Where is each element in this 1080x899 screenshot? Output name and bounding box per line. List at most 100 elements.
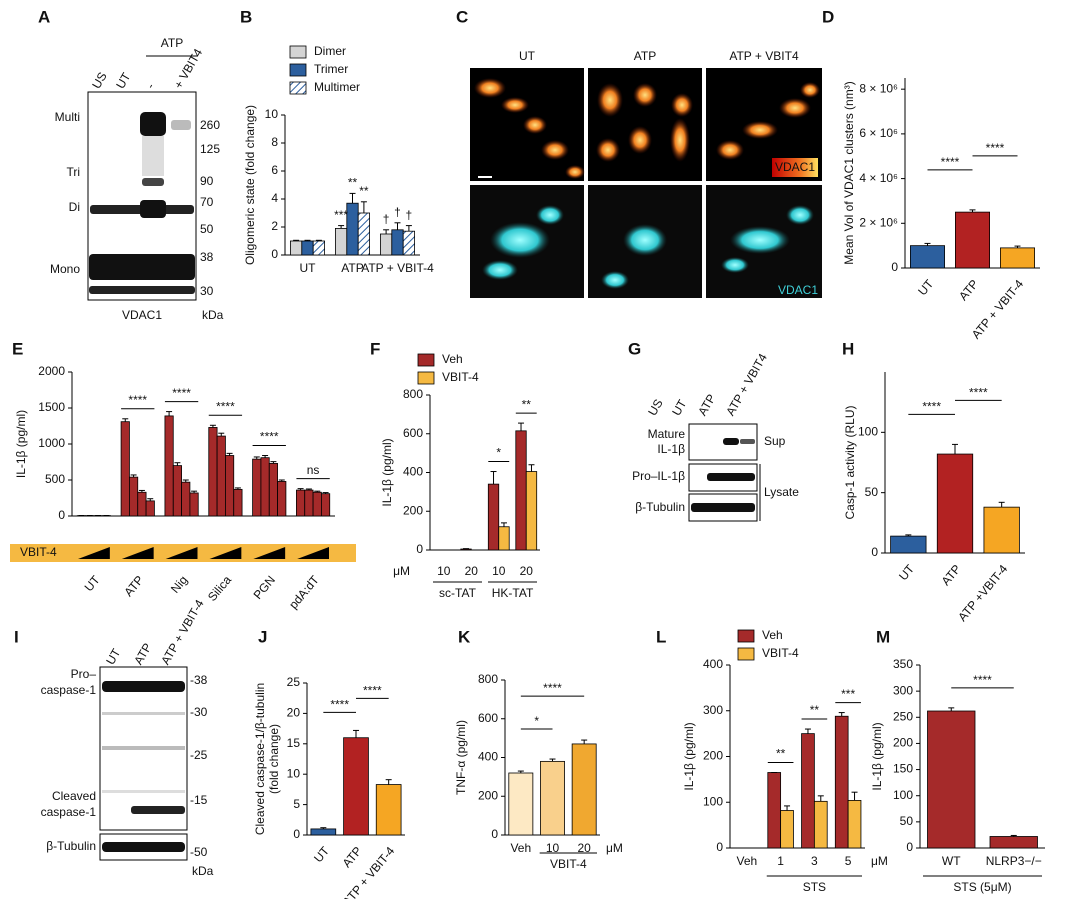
row-label: caspase-1 <box>41 683 97 697</box>
marker: 125 <box>200 142 220 156</box>
bar <box>208 427 218 517</box>
band <box>131 806 185 814</box>
panel-label: G <box>628 339 641 358</box>
significance: ** <box>348 176 358 190</box>
bar <box>989 836 1038 849</box>
y-axis-label: IL-1β (pg/ml) <box>380 438 394 506</box>
band <box>102 746 185 750</box>
y-axis-label: IL-1β (pg/ml) <box>14 410 28 478</box>
y-tick-label: 5 <box>293 797 300 811</box>
x-tick-label: 10 <box>546 841 560 855</box>
y-tick-label: 0 <box>58 508 65 522</box>
band <box>140 112 166 136</box>
bar <box>767 772 782 849</box>
panel-label: J <box>258 627 267 646</box>
dose-triangle <box>209 547 242 559</box>
signal <box>482 205 814 289</box>
column-label: ATP <box>634 49 656 63</box>
bar <box>402 230 416 256</box>
bar <box>927 710 976 849</box>
x-tick-label: Veh <box>737 854 758 868</box>
x-tick-label: Nig <box>168 573 190 596</box>
x-tick-label: 10 <box>437 564 451 578</box>
y-tick-label: 6 <box>271 163 278 177</box>
unit-label: μM <box>871 854 888 868</box>
y-tick-label: 15 <box>287 736 301 750</box>
y-axis-label: Oligomeric state (fold change) <box>243 105 257 265</box>
fraction-label: Sup <box>764 434 786 448</box>
band <box>740 439 755 444</box>
bar <box>304 489 314 517</box>
bar <box>515 430 527 551</box>
lane-label: UT <box>103 646 123 667</box>
significance: ** <box>359 184 369 198</box>
bar <box>312 240 326 256</box>
group-label: sc-TAT <box>439 586 477 600</box>
bar <box>181 481 191 517</box>
row-label: Pro– <box>71 667 97 681</box>
bar <box>277 481 287 517</box>
lane-label: + VBIT4 <box>171 46 205 91</box>
lane-label: UT <box>669 397 689 418</box>
significance: ** <box>810 703 820 717</box>
bar <box>346 202 359 256</box>
smear <box>142 136 164 176</box>
y-tick-label: 2 <box>271 219 278 233</box>
y-tick-label: 300 <box>703 703 723 717</box>
panel-label: F <box>370 339 380 358</box>
significance: † <box>394 205 401 219</box>
significance: **** <box>969 386 988 400</box>
panel-g: G US UT ATP ATP + VBIT4 Mature IL-1β Pro… <box>628 339 799 522</box>
significance: * <box>496 446 501 460</box>
significance: † <box>383 212 390 226</box>
dose-triangle <box>297 547 329 559</box>
stain-label: VDAC1 <box>778 283 818 297</box>
x-tick-label: NLRP3−/− <box>986 854 1042 868</box>
x-tick-label: ATP + VBIT-4 <box>361 261 434 275</box>
legend-swatch <box>417 371 435 385</box>
band <box>102 790 185 793</box>
bar <box>813 800 828 849</box>
significance: * <box>534 714 539 728</box>
x-tick-label: ATP <box>341 261 363 275</box>
y-tick-label: 10 <box>265 107 279 121</box>
bar <box>189 492 199 517</box>
legend-swatch <box>417 353 435 367</box>
marker: -50 <box>190 845 208 859</box>
bar <box>164 415 174 517</box>
marker: 70 <box>200 195 214 209</box>
y-axis-label: Mean Vol of VDAC1 clusters (nm³) <box>842 81 856 264</box>
y-tick-label: 8 × 10⁶ <box>859 81 898 95</box>
y-tick-label: 0 <box>906 840 913 854</box>
x-tick-label: 20 <box>577 841 591 855</box>
y-tick-label: 200 <box>478 788 498 802</box>
y-tick-label: 0 <box>716 840 723 854</box>
x-tick-label: ATP <box>956 277 981 303</box>
bar <box>525 471 538 551</box>
y-tick-label: 350 <box>893 657 913 671</box>
marker: 90 <box>200 174 214 188</box>
panel-c: C UT ATP ATP + VBIT4 VDAC1 VDAC1 <box>456 7 822 298</box>
y-tick-label: 200 <box>403 503 423 517</box>
stain-label: VDAC1 <box>775 160 815 174</box>
x-tick-label: UT <box>896 561 917 583</box>
y-tick-label: 400 <box>703 657 723 671</box>
panel-label: K <box>458 627 471 646</box>
panel-label: B <box>240 7 252 26</box>
x-tick-label: 3 <box>811 854 818 868</box>
dose-triangle <box>121 547 154 559</box>
band-label: Multi <box>55 110 80 124</box>
bar <box>296 489 306 517</box>
bar <box>357 212 371 256</box>
x-tick-label: ATP <box>939 562 964 588</box>
marker: -30 <box>190 705 208 719</box>
significance: *** <box>334 208 348 222</box>
band-label: Di <box>69 200 80 214</box>
y-tick-label: 0 <box>491 827 498 841</box>
lane-label: ATP <box>131 641 154 667</box>
bar <box>847 800 862 849</box>
x-tick-label: Veh <box>510 841 531 855</box>
bar <box>955 211 991 269</box>
lane-label: UT <box>113 70 133 91</box>
legend-label: VBIT-4 <box>442 370 479 384</box>
